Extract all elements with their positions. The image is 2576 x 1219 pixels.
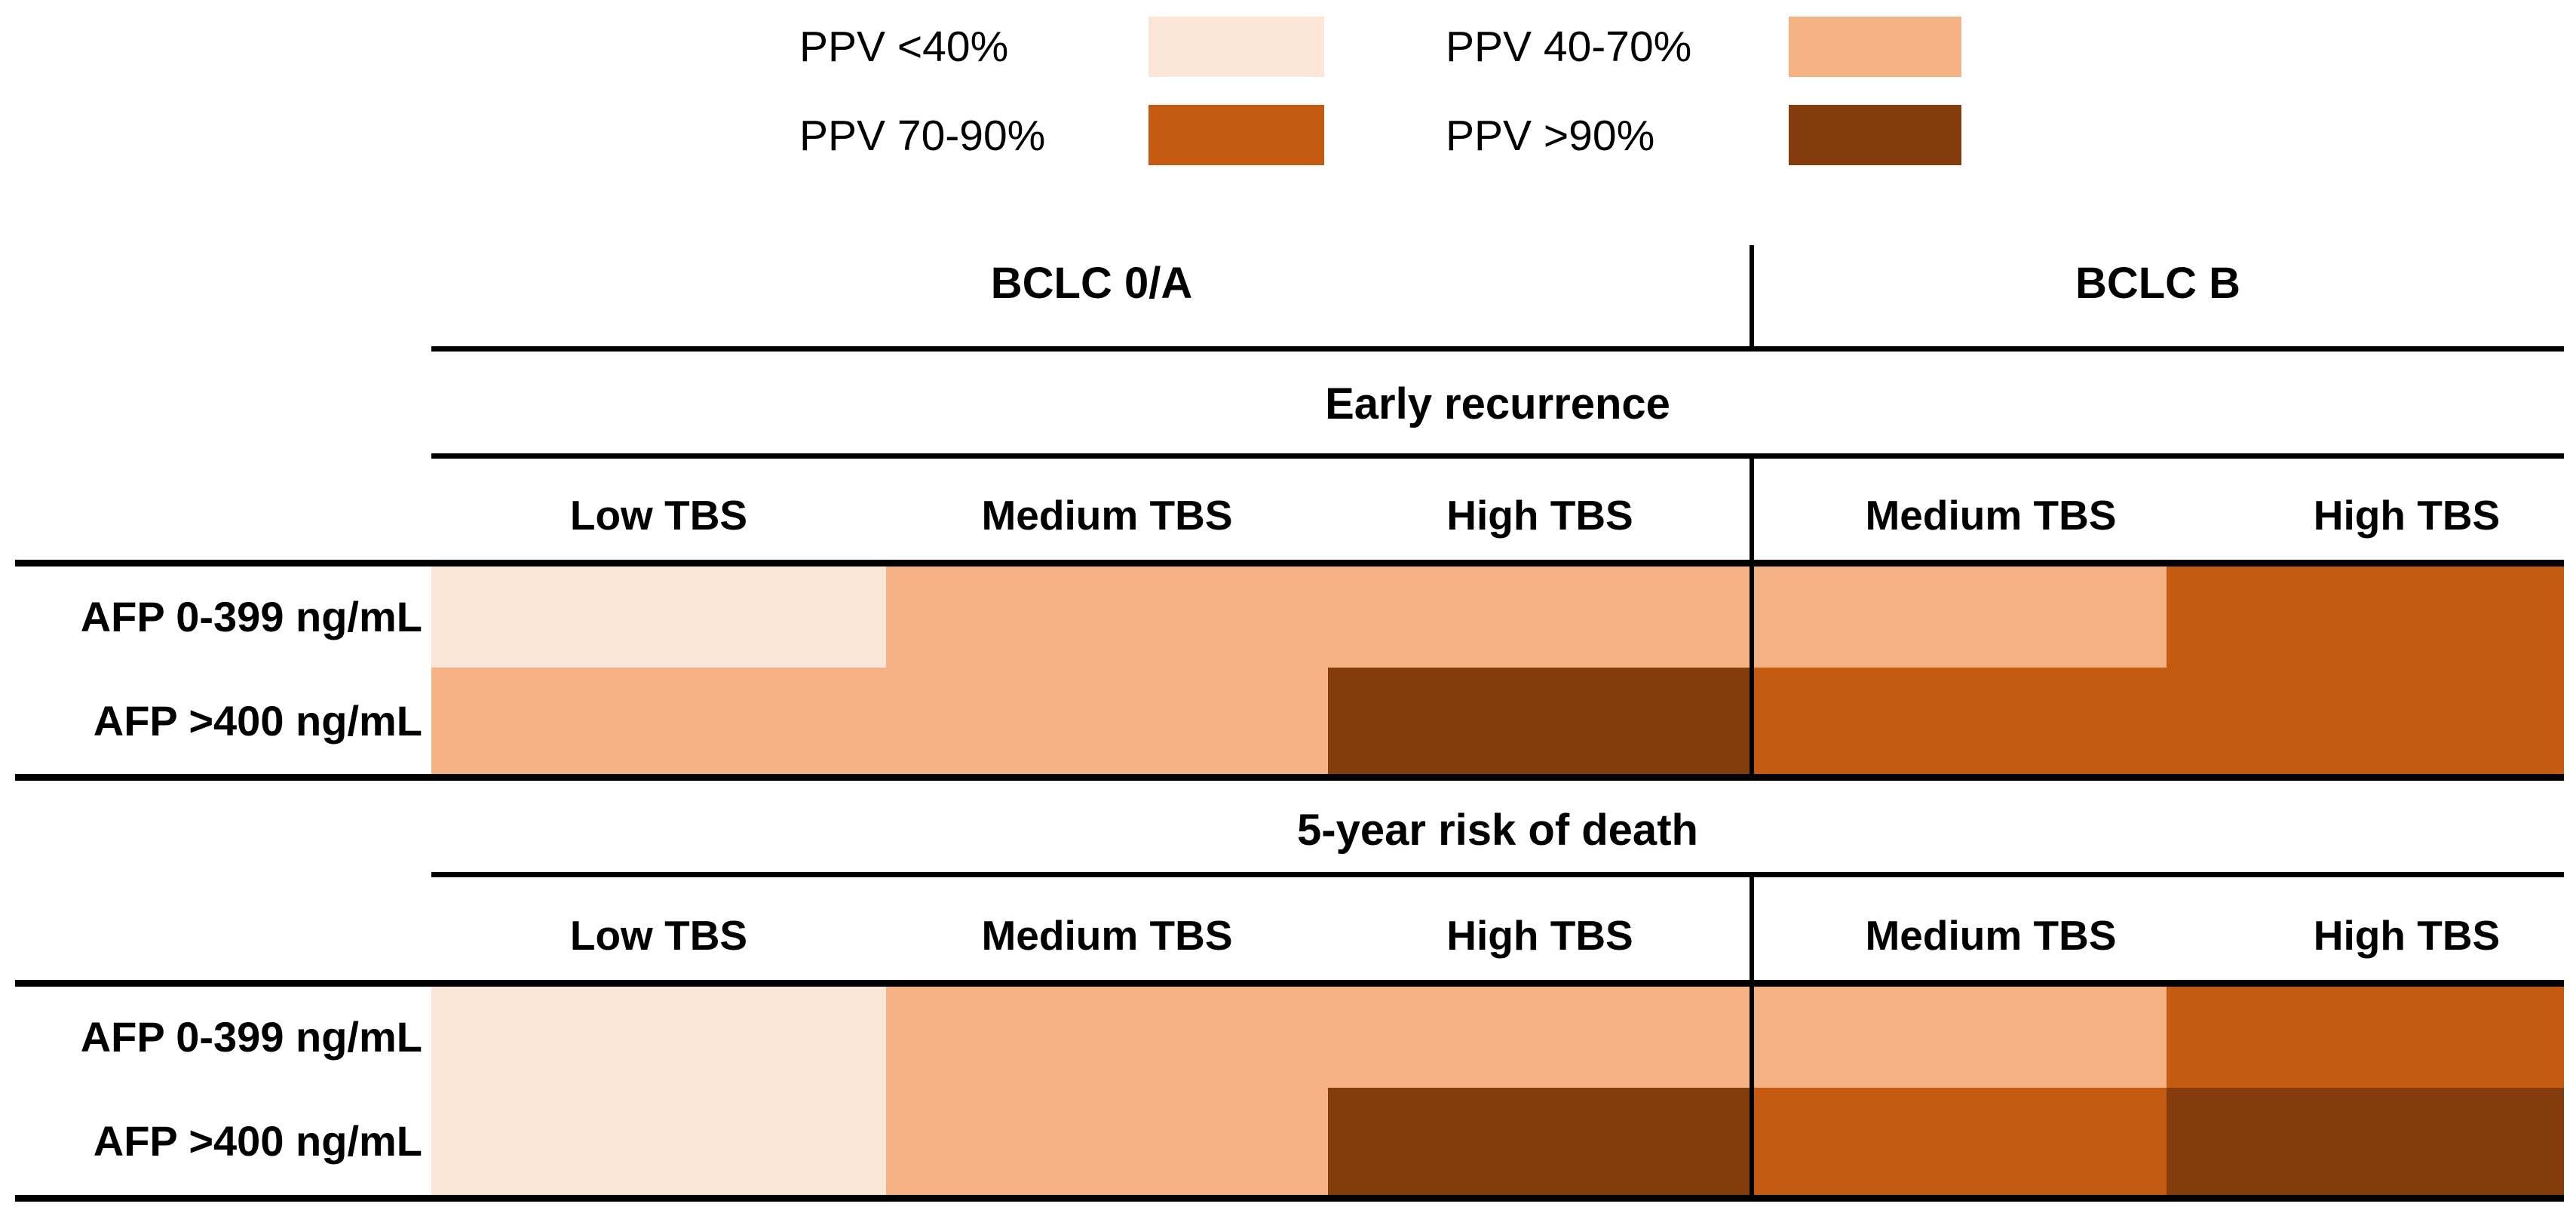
- rule-under-section-title: [431, 872, 2564, 877]
- table-top-rule: [15, 980, 2564, 987]
- ppv-cell: [886, 567, 1328, 668]
- row-label: AFP 0-399 ng/mL: [80, 1013, 422, 1061]
- column-header: Medium TBS: [1865, 912, 2117, 959]
- row-label: AFP 0-399 ng/mL: [80, 593, 422, 640]
- ppv-cell: [2167, 987, 2564, 1088]
- legend-swatch-ppv-70-90: [1148, 105, 1324, 165]
- legend-label-ppv-40-70: PPV 40-70%: [1446, 23, 1692, 71]
- column-header: High TBS: [2313, 492, 2501, 539]
- ppv-cell: [1328, 987, 1752, 1088]
- ppv-cell: [1752, 567, 2167, 668]
- legend-label-ppv-gt90: PPV >90%: [1446, 112, 1655, 160]
- column-header: High TBS: [1446, 492, 1633, 539]
- bclc-divider-header: [1750, 245, 1754, 352]
- ppv-cell: [431, 668, 886, 774]
- ppv-cell: [2167, 1088, 2564, 1195]
- column-header: Medium TBS: [981, 912, 1233, 959]
- ppv-cell: [431, 987, 886, 1088]
- ppv-cell: [431, 567, 886, 668]
- column-header: High TBS: [1446, 912, 1633, 959]
- table-bottom-rule: [15, 774, 2564, 781]
- bclc-divider: [1750, 453, 1754, 781]
- section-title: Early recurrence: [1325, 379, 1670, 428]
- ppv-cell: [431, 1088, 886, 1195]
- legend-swatch-ppv-40-70: [1789, 17, 1961, 77]
- column-header: Medium TBS: [981, 492, 1233, 539]
- column-group-header-bclc-b: BCLC B: [2075, 259, 2241, 308]
- ppv-cell: [1328, 668, 1752, 774]
- table-top-rule: [15, 560, 2564, 567]
- table-bottom-rule: [15, 1195, 2564, 1202]
- ppv-cell: [1328, 1088, 1752, 1195]
- legend-label-ppv-lt40: PPV <40%: [799, 23, 1009, 71]
- legend-swatch-ppv-lt40: [1148, 17, 1324, 77]
- column-header: High TBS: [2313, 912, 2501, 959]
- rule-under-bclc-headers: [431, 346, 2564, 352]
- section-title: 5-year risk of death: [1297, 806, 1698, 855]
- legend-swatch-ppv-gt90: [1789, 105, 1961, 165]
- rule-under-section-title: [431, 453, 2564, 459]
- column-header: Low TBS: [569, 912, 748, 959]
- ppv-cell: [2167, 668, 2564, 774]
- column-header: Low TBS: [569, 492, 748, 539]
- legend-label-ppv-70-90: PPV 70-90%: [799, 112, 1046, 160]
- column-header: Medium TBS: [1865, 492, 2117, 539]
- column-group-header-bclc-0a: BCLC 0/A: [990, 259, 1193, 308]
- bclc-divider: [1750, 872, 1754, 1202]
- ppv-cell: [1328, 567, 1752, 668]
- row-label: AFP >400 ng/mL: [93, 697, 422, 745]
- ppv-cell: [886, 987, 1328, 1088]
- ppv-cell: [886, 668, 1328, 774]
- ppv-cell: [1752, 1088, 2167, 1195]
- row-label: AFP >400 ng/mL: [93, 1117, 422, 1165]
- ppv-cell: [1752, 668, 2167, 774]
- ppv-cell: [2167, 567, 2564, 668]
- ppv-cell: [1752, 987, 2167, 1088]
- ppv-cell: [886, 1088, 1328, 1195]
